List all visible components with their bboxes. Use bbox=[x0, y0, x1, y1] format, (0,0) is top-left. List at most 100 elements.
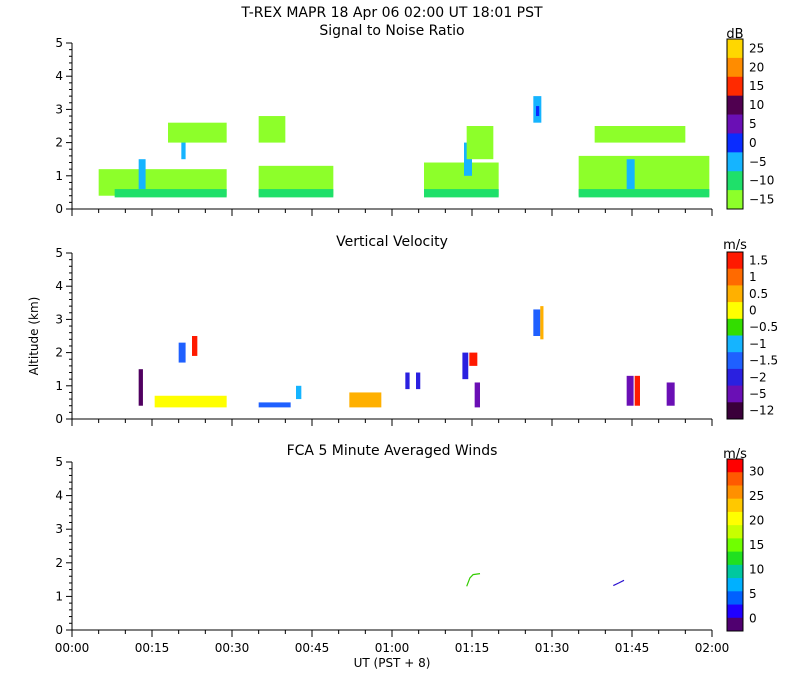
data-patch bbox=[626, 159, 635, 190]
data-patch bbox=[634, 375, 640, 406]
data-patch bbox=[464, 142, 472, 176]
y-tick-label: 4 bbox=[55, 279, 63, 293]
y-tick-label: 0 bbox=[55, 202, 63, 216]
colorbar-label: 1 bbox=[749, 270, 757, 284]
colorbar-label: 10 bbox=[749, 563, 764, 577]
colorbar-frame bbox=[726, 38, 744, 210]
y-tick-label: 0 bbox=[55, 412, 63, 426]
colorbar-label: −1 bbox=[749, 337, 767, 351]
colorbar-label: −15 bbox=[749, 193, 774, 207]
y-tick-label: 4 bbox=[55, 489, 63, 503]
colorbar-swatch bbox=[727, 472, 743, 486]
colorbar-frame bbox=[726, 458, 744, 632]
colorbar-label: 0.5 bbox=[749, 287, 768, 301]
colorbar-swatch bbox=[727, 485, 743, 500]
y-tick-label: 5 bbox=[55, 36, 63, 50]
x-tick-label: 00:30 bbox=[215, 641, 250, 655]
colorbar-unit: dB bbox=[726, 27, 743, 42]
data-patch bbox=[192, 336, 198, 356]
colorbar-swatch bbox=[727, 564, 743, 579]
data-patch bbox=[138, 369, 143, 406]
y-tick-label: 1 bbox=[55, 379, 63, 393]
y-tick-label: 4 bbox=[55, 69, 63, 83]
colorbar-label: −2 bbox=[749, 370, 767, 384]
y-tick-label: 3 bbox=[55, 102, 63, 116]
x-tick-label: 01:30 bbox=[535, 641, 570, 655]
colorbar-label: 25 bbox=[749, 41, 764, 55]
colorbar-swatch bbox=[727, 459, 743, 473]
colorbar-swatch bbox=[727, 114, 743, 134]
colorbar-swatch bbox=[727, 268, 743, 286]
x-tick-label: 00:00 bbox=[55, 641, 90, 655]
y-tick-label: 2 bbox=[55, 136, 63, 150]
data-patch bbox=[626, 375, 634, 406]
colorbar-label: −5 bbox=[749, 155, 767, 169]
colorbar-label: −10 bbox=[749, 174, 774, 188]
data-patch bbox=[469, 352, 478, 366]
colorbar-label: 0 bbox=[749, 612, 757, 626]
data-patch bbox=[474, 382, 480, 408]
data-patch bbox=[258, 116, 286, 143]
colorbar-swatch bbox=[727, 190, 743, 210]
colorbar-label: 0 bbox=[749, 136, 757, 150]
data-patch bbox=[405, 372, 410, 390]
chart-header: T-REX MAPR 18 Apr 06 02:00 UT 18:01 PST bbox=[240, 5, 543, 21]
colorbar-swatch bbox=[727, 57, 743, 78]
data-patch bbox=[578, 189, 710, 198]
panel-title: FCA 5 Minute Averaged Winds bbox=[287, 443, 498, 459]
y-axis-label: Altitude (km) bbox=[27, 297, 41, 376]
data-patch bbox=[178, 342, 186, 363]
colorbar-swatch bbox=[727, 76, 743, 97]
wind-series-line bbox=[466, 573, 481, 587]
panel-title: Signal to Noise Ratio bbox=[319, 23, 464, 39]
colorbar-swatch bbox=[727, 368, 743, 386]
colorbar-label: −0.5 bbox=[749, 320, 778, 334]
colorbar-label: 20 bbox=[749, 60, 764, 74]
colorbar-label: 5 bbox=[749, 587, 757, 601]
data-patch bbox=[666, 382, 675, 406]
colorbar-label: 15 bbox=[749, 538, 764, 552]
colorbar-swatch bbox=[727, 617, 743, 632]
colorbar-label: 20 bbox=[749, 513, 764, 527]
y-tick-label: 5 bbox=[55, 455, 63, 469]
colorbar-swatch bbox=[727, 604, 743, 619]
x-tick-label: 00:45 bbox=[295, 641, 330, 655]
colorbar-label: 10 bbox=[749, 98, 764, 112]
colorbar-swatch bbox=[727, 285, 743, 303]
data-patch bbox=[138, 159, 146, 190]
data-patch bbox=[424, 189, 499, 198]
colorbar-swatch bbox=[727, 511, 743, 526]
colorbar-swatch bbox=[727, 551, 743, 566]
colorbar-swatch bbox=[727, 133, 743, 153]
colorbar-label: 5 bbox=[749, 117, 757, 131]
colorbar-frame bbox=[726, 251, 744, 420]
x-tick-label: 01:00 bbox=[375, 641, 410, 655]
data-patch bbox=[258, 402, 291, 408]
colorbar-swatch bbox=[727, 352, 743, 370]
wind-series-line bbox=[613, 579, 625, 587]
y-tick-label: 2 bbox=[55, 346, 63, 360]
y-tick-label: 3 bbox=[55, 522, 63, 536]
data-patch bbox=[466, 126, 494, 160]
colorbar-swatch bbox=[727, 252, 743, 270]
colorbar-swatch bbox=[727, 498, 743, 513]
data-patch bbox=[168, 122, 227, 143]
colorbar-swatch bbox=[727, 318, 743, 336]
data-patch bbox=[349, 392, 382, 408]
y-tick-label: 3 bbox=[55, 312, 63, 326]
x-tick-label: 00:15 bbox=[135, 641, 170, 655]
data-patch bbox=[416, 372, 421, 390]
colorbar-swatch bbox=[727, 525, 743, 539]
colorbar-swatch bbox=[727, 39, 743, 59]
x-tick-label: 01:15 bbox=[455, 641, 490, 655]
data-patch bbox=[114, 189, 227, 198]
colorbar-label: −1.5 bbox=[749, 354, 778, 368]
data-patch bbox=[462, 352, 469, 380]
data-patch bbox=[258, 189, 334, 198]
panel-title: Vertical Velocity bbox=[336, 234, 448, 250]
y-tick-label: 1 bbox=[55, 589, 63, 603]
colorbar-label: 30 bbox=[749, 464, 764, 478]
data-patch bbox=[594, 126, 686, 143]
winds-panel: FCA 5 Minute Averaged Winds 0 1 2 3 4 5 m/s30 25… bbox=[55, 443, 765, 655]
